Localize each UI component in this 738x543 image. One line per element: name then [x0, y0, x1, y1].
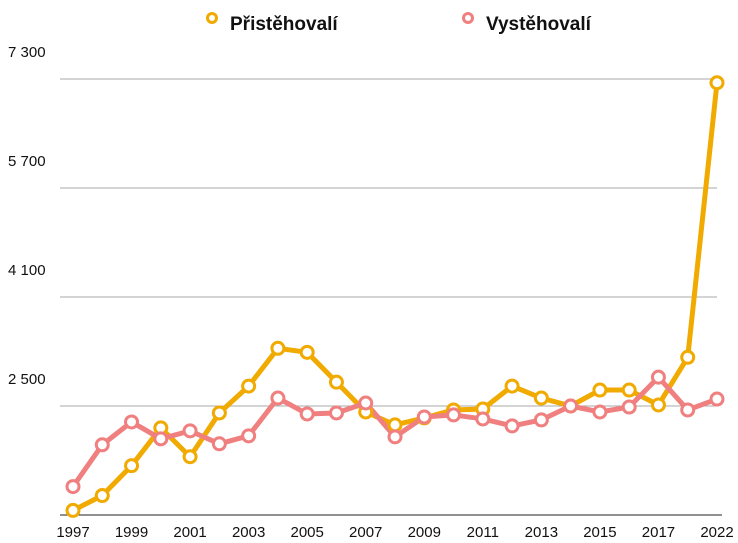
point: [182, 449, 198, 465]
point: [124, 414, 140, 430]
y-tick-label: 5 700: [8, 153, 46, 170]
point: [650, 369, 666, 385]
x-tick-label: 1997: [56, 524, 89, 541]
point: [94, 437, 110, 453]
point: [592, 404, 608, 420]
point: [241, 378, 257, 394]
point: [299, 344, 315, 360]
point: [709, 391, 725, 407]
point: [475, 411, 491, 427]
point: [358, 395, 374, 411]
point: [65, 479, 81, 495]
legend-marker: [462, 12, 474, 24]
point: [709, 75, 725, 91]
point: [241, 428, 257, 444]
point: [416, 409, 432, 425]
x-tick-label: 2022: [700, 524, 733, 541]
legend-marker: [206, 12, 218, 24]
x-tick-label: 2007: [349, 524, 382, 541]
y-tick-label: 7 300: [8, 44, 46, 61]
point: [592, 382, 608, 398]
point: [124, 458, 140, 474]
point: [328, 405, 344, 421]
point: [211, 405, 227, 421]
x-tick-label: 2009: [408, 524, 441, 541]
point: [680, 349, 696, 365]
point: [328, 374, 344, 390]
point: [650, 397, 666, 413]
point: [270, 390, 286, 406]
point: [211, 436, 227, 452]
point: [182, 423, 198, 439]
x-tick-label: 2003: [232, 524, 265, 541]
point: [621, 399, 637, 415]
point: [504, 418, 520, 434]
x-tick-label: 2001: [173, 524, 206, 541]
x-tick-label: 1999: [115, 524, 148, 541]
y-tick-label: 4 100: [8, 262, 46, 279]
x-tick-label: 2015: [583, 524, 616, 541]
x-tick-label: 2013: [525, 524, 558, 541]
point: [446, 407, 462, 423]
point: [563, 398, 579, 414]
x-tick-label: 2005: [290, 524, 323, 541]
x-tick-label: 2011: [467, 524, 499, 541]
point: [65, 502, 81, 518]
point: [387, 429, 403, 445]
point: [153, 431, 169, 447]
point: [387, 417, 403, 433]
point: [504, 378, 520, 394]
point: [533, 412, 549, 428]
point: [680, 402, 696, 418]
point: [270, 340, 286, 356]
legend-label: Přistěhovalí: [230, 14, 338, 35]
point: [621, 382, 637, 398]
x-tick-label: 2017: [642, 524, 675, 541]
y-tick-label: 2 500: [8, 371, 46, 388]
legend-label: Vystěhovalí: [486, 14, 592, 35]
point: [533, 390, 549, 406]
point: [299, 406, 315, 422]
point: [94, 488, 110, 504]
